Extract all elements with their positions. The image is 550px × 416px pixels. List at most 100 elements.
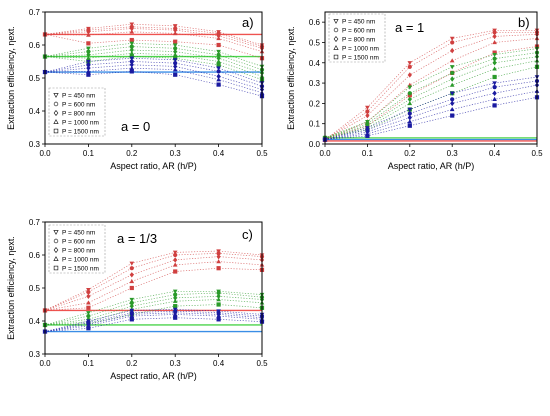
legend-marker: [333, 19, 339, 24]
series-line: [44, 28, 263, 49]
series-line: [44, 310, 263, 332]
series-line: [44, 267, 263, 311]
y-tick-label: 0.2: [309, 99, 321, 108]
data-point: [365, 133, 370, 138]
y-tick-label: 0.5: [309, 38, 321, 47]
panel-letter: b): [518, 15, 530, 30]
series-line: [44, 314, 263, 332]
data-point: [173, 27, 178, 33]
legend-marker: [53, 93, 59, 98]
x-tick-label: 0.3: [170, 149, 182, 158]
y-tick-label: 0.4: [29, 107, 41, 116]
data-point: [407, 107, 413, 112]
data-point: [216, 55, 221, 61]
data-point: [129, 62, 134, 68]
x-tick-label: 0.1: [83, 359, 95, 368]
data-point: [86, 49, 91, 54]
x-tick-label: 0.1: [83, 149, 95, 158]
data-point: [86, 311, 91, 316]
data-point: [492, 90, 497, 96]
series-line: [324, 33, 538, 141]
data-point: [216, 58, 221, 64]
legend-marker: [333, 36, 339, 42]
series-line: [324, 56, 538, 139]
data-point: [216, 297, 221, 302]
series-line: [44, 61, 263, 87]
data-point: [86, 289, 91, 295]
data-point: [172, 289, 178, 294]
series-line: [324, 31, 537, 141]
data-point: [172, 250, 178, 255]
x-tick-label: 0.2: [126, 359, 138, 368]
data-point: [216, 35, 221, 41]
series-line: [324, 52, 538, 139]
legend-label: P = 450 nm: [62, 229, 95, 236]
series-line: [44, 299, 263, 326]
y-tick-label: 0.0: [309, 140, 321, 149]
panel-a: 0.0 0.1 0.2 0.3 0.4 0.5 0.3 0.4 0.5 0.6 0.7 Aspect …: [6, 8, 268, 171]
series-line: [44, 292, 263, 326]
data-point: [450, 76, 455, 82]
data-point: [449, 91, 455, 96]
data-point: [216, 253, 221, 260]
series-line: [324, 66, 538, 139]
data-point: [450, 97, 455, 102]
data-point: [449, 36, 455, 41]
panel-c: 0.0 0.1 0.2 0.3 0.4 0.5 0.3 0.4 0.5 0.6 0.7 Aspect …: [6, 218, 268, 381]
data-point: [86, 68, 91, 74]
data-point: [216, 82, 221, 87]
x-axis-title: Aspect ratio, AR (h/P): [110, 161, 197, 171]
y-tick-label: 0.4: [29, 317, 41, 326]
legend-marker: [53, 110, 59, 116]
y-tick-label: 0.5: [29, 284, 41, 293]
data-point: [129, 29, 135, 34]
data-point: [216, 69, 221, 74]
data-point: [216, 266, 221, 271]
series-line: [44, 52, 263, 77]
data-point: [492, 81, 497, 86]
y-tick-label: 0.5: [29, 74, 41, 83]
data-point: [216, 42, 221, 48]
data-point: [216, 62, 221, 67]
data-point: [407, 123, 412, 128]
data-point: [216, 313, 221, 318]
series-line: [44, 42, 263, 67]
series-line: [324, 80, 538, 140]
legend-marker: [333, 27, 339, 33]
data-point: [173, 257, 178, 263]
data-point: [173, 39, 178, 44]
data-point: [86, 313, 91, 319]
data-point: [365, 112, 370, 119]
y-tick-label: 0.3: [29, 350, 41, 359]
data-point: [86, 72, 91, 77]
series-line: [44, 49, 263, 74]
data-point: [492, 50, 497, 55]
data-point: [449, 106, 455, 112]
x-tick-label: 0.5: [256, 149, 268, 158]
legend-box: [48, 224, 106, 274]
data-point: [492, 60, 497, 66]
legend-marker: [333, 45, 339, 50]
parameter-annotation: a = 1: [395, 20, 424, 35]
series-line: [324, 48, 538, 139]
data-point: [173, 48, 178, 55]
data-point: [173, 61, 178, 66]
x-tick-label: 0.4: [489, 149, 501, 158]
data-point: [407, 85, 413, 90]
legend-marker: [53, 128, 59, 134]
data-point: [492, 85, 497, 90]
series-line: [44, 26, 263, 47]
data-point: [449, 58, 455, 63]
legend-label: P = 450 nm: [62, 92, 95, 99]
data-point: [216, 66, 221, 71]
data-point: [86, 55, 91, 60]
data-point: [86, 41, 91, 46]
series-line: [324, 84, 538, 140]
y-axis-title: Extraction efficiency, ηext.: [6, 26, 16, 130]
data-point: [172, 43, 178, 48]
data-point: [450, 40, 455, 45]
data-point: [129, 313, 135, 318]
x-tick-label: 0.4: [213, 359, 225, 368]
x-tick-label: 0.2: [126, 149, 138, 158]
